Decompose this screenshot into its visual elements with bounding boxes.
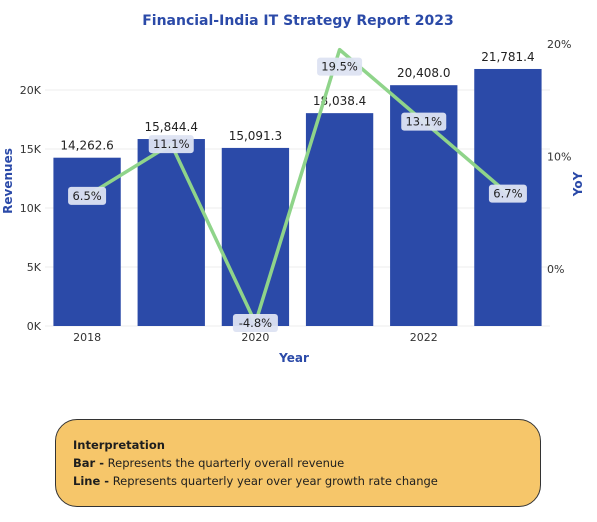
- x-axis: 2018 2020 2022: [73, 331, 438, 344]
- bar-value-label: 15,844.4: [145, 120, 198, 134]
- interpretation-box: Interpretation Bar - Represents the quar…: [55, 419, 541, 507]
- x-tick-label: 2020: [241, 331, 269, 344]
- yoy-label-box: [232, 314, 278, 332]
- yoy-value-label: 6.5%: [68, 186, 107, 205]
- bar-value-label: 14,262.6: [60, 139, 113, 153]
- interpretation-line-line: Line - Represents quarterly year over ye…: [73, 472, 540, 490]
- yoy-label-text: 19.5%: [321, 60, 358, 74]
- y-tick-label: 15K: [20, 143, 42, 156]
- yoy-label-text: -4.8%: [239, 316, 272, 330]
- y2-tick-label: 20%: [547, 38, 571, 51]
- line-description: Represents quarterly year over year grow…: [112, 474, 438, 488]
- y-axis-right: 0% 10% 20%: [547, 38, 571, 276]
- y2-tick-label: 10%: [547, 151, 571, 164]
- x-tick-label: 2022: [410, 331, 438, 344]
- y-tick-label: 20K: [20, 84, 42, 97]
- yoy-value-label: 19.5%: [317, 57, 363, 76]
- yoy-label-box: [317, 57, 363, 76]
- yoy-value-label: 6.7%: [488, 184, 527, 203]
- yoy-label-text: 13.1%: [405, 115, 442, 129]
- chart-title: Financial-India IT Strategy Report 2023: [142, 13, 454, 29]
- yoy-value-labels: 6.5% 11.1% -4.8% 19.5% 13.1% 6.7%: [68, 57, 527, 332]
- yoy-label-text: 6.7%: [493, 187, 522, 201]
- bar-series: [53, 68, 542, 326]
- interpretation-bar-line: Bar - Represents the quarterly overall r…: [73, 454, 540, 472]
- bar-value-label: 20,408.0: [397, 66, 450, 80]
- yoy-label-box: [401, 112, 447, 131]
- y-tick-label: 5K: [27, 261, 42, 274]
- bar-key: Bar -: [73, 456, 104, 470]
- interpretation-heading: Interpretation: [73, 438, 165, 452]
- y-axis-left: 0K 5K 10K 15K 20K: [20, 84, 42, 333]
- bar-description: Represents the quarterly overall revenue: [107, 456, 345, 470]
- x-tick-label: 2018: [73, 331, 101, 344]
- y-tick-label: 10K: [20, 202, 42, 215]
- y-tick-label: 0K: [27, 320, 42, 333]
- yoy-value-label: -4.8%: [232, 314, 278, 332]
- y-axis-title: Revenues: [1, 148, 15, 214]
- bar-value-label: 21,781.4: [481, 50, 534, 64]
- bar: [53, 157, 121, 326]
- yoy-value-label: 11.1%: [148, 135, 194, 154]
- yoy-label-box: [68, 186, 107, 205]
- bar: [221, 147, 290, 326]
- yoy-value-label: 13.1%: [401, 112, 447, 131]
- line-key: Line -: [73, 474, 110, 488]
- yoy-label-text: 11.1%: [153, 137, 190, 151]
- bar: [137, 139, 205, 326]
- yoy-label-box: [488, 184, 527, 203]
- bar-value-labels: 14,262.615,844.415,091.318,038.420,408.0…: [60, 50, 534, 153]
- yoy-label-box: [148, 135, 194, 154]
- bar: [305, 113, 374, 326]
- y2-axis-title: YoY: [571, 171, 585, 197]
- bar-value-label: 15,091.3: [229, 129, 282, 143]
- y2-tick-label: 0%: [547, 263, 564, 276]
- combo-chart: Financial-India IT Strategy Report 2023 …: [1, 13, 585, 365]
- x-axis-title: Year: [278, 351, 309, 365]
- gridlines: [45, 89, 550, 327]
- yoy-label-text: 6.5%: [72, 189, 101, 203]
